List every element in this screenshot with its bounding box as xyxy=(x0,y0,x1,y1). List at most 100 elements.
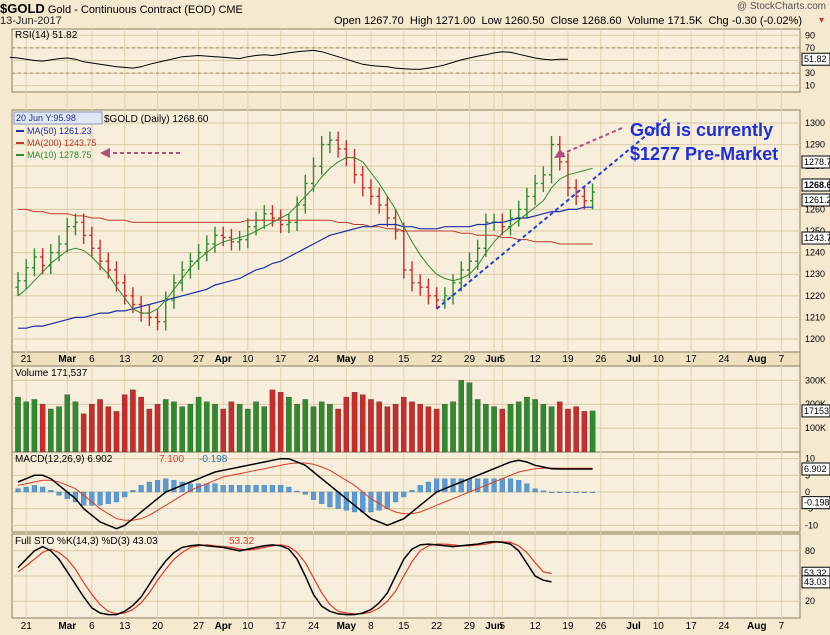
volume-bar xyxy=(195,396,202,453)
ma200-line xyxy=(18,208,593,245)
volume-bar xyxy=(146,408,153,453)
macd-hist-bar xyxy=(507,478,514,493)
x-tick-label-bottom: 5 xyxy=(500,621,506,632)
volume-bar xyxy=(548,406,555,453)
macd-hist-bar xyxy=(557,491,563,493)
macd-hist-bar xyxy=(154,480,161,493)
annotation-line-2: $1277 Pre-Market xyxy=(630,144,779,164)
macd-hist-bar xyxy=(516,480,522,493)
macd-hist-bar xyxy=(261,485,267,493)
x-tick-label: 10 xyxy=(653,354,665,365)
volume-bar xyxy=(154,404,161,453)
x-tick-label: 13 xyxy=(119,354,131,365)
x-tick-label: 19 xyxy=(562,354,574,365)
macd-hist-bar xyxy=(56,491,62,496)
volume-bar xyxy=(253,401,259,453)
x-tick-label: 20 xyxy=(152,354,164,365)
volume-bar xyxy=(72,401,79,453)
macd-hist-bar xyxy=(466,478,473,493)
volume-bar xyxy=(359,394,366,453)
macd-hist-bar xyxy=(565,491,571,493)
volume-bar xyxy=(483,404,489,453)
macd-hist-bar xyxy=(31,485,37,493)
price-tick-label: 1220 xyxy=(805,291,825,301)
x-tick-label-bottom: Aug xyxy=(747,621,766,632)
macd-hist-bar xyxy=(15,488,21,493)
x-tick-label-bottom: 7 xyxy=(779,621,785,632)
price-last-box xyxy=(801,231,830,245)
price-last-label: 1268.60 xyxy=(804,180,830,190)
macd-hist-bar xyxy=(302,491,308,495)
macd-hist-bar xyxy=(269,485,276,493)
volume-bar xyxy=(417,404,423,453)
sto-last-label: 53.32 xyxy=(804,568,827,578)
x-tick-label-bottom: 24 xyxy=(718,621,730,632)
volume-bar xyxy=(450,401,456,453)
sto-last-box xyxy=(801,575,830,589)
dropdown-icon[interactable]: ▾ xyxy=(818,15,824,26)
macd-hist-bar xyxy=(351,491,358,513)
macd-hist-bar xyxy=(384,491,390,509)
chg-value: -0.30 (-0.02%) xyxy=(731,15,802,27)
macd-hist-bar xyxy=(590,491,596,493)
volume-bar xyxy=(56,406,62,453)
macd-hist-bar xyxy=(179,481,185,493)
volume-bar xyxy=(368,399,374,453)
header-row-2: 13-Jun-2017 Open 1267.70 High 1271.00 Lo… xyxy=(0,15,830,29)
high-label: High xyxy=(409,15,433,27)
macd-hist-bar xyxy=(532,488,538,493)
macd-hist-bar xyxy=(212,483,218,493)
chg-label: Chg xyxy=(708,15,729,27)
rsi-tick-label: 90 xyxy=(805,30,815,40)
macd-tick-label: 0 xyxy=(805,487,810,497)
volume-last-box xyxy=(801,404,830,418)
price-last-label: 1243.75 xyxy=(804,233,830,243)
x-tick-label: Aug xyxy=(747,354,766,365)
macd-hist-bar xyxy=(343,491,349,511)
volume-bar xyxy=(302,399,309,453)
x-tick-label: 7 xyxy=(779,354,785,365)
price-last-box xyxy=(801,193,830,207)
x-tick-label: Jul xyxy=(626,354,641,365)
macd-hist-bar xyxy=(228,485,234,493)
volume-bar xyxy=(261,406,267,453)
x-tick-label: 29 xyxy=(464,354,476,365)
volume-bar xyxy=(89,404,95,453)
volume-bar xyxy=(48,408,54,453)
sto-tick-label: 80 xyxy=(805,546,815,556)
volume-bar xyxy=(105,406,112,453)
price-tick-label: 1240 xyxy=(805,248,825,258)
macd-last-label: -0.198 xyxy=(804,498,830,508)
rsi-tick-label: 30 xyxy=(805,68,815,78)
high-value: 1271.00 xyxy=(435,15,476,27)
x-tick-label-bottom: 26 xyxy=(595,621,607,632)
volume-bar xyxy=(277,392,284,453)
macd-hist-bar xyxy=(187,483,193,493)
volume-bar xyxy=(23,401,29,453)
rsi-tick-label: 70 xyxy=(805,43,815,53)
volume-bar xyxy=(212,404,218,453)
x-tick-label: 27 xyxy=(193,354,205,365)
macd-hist-bar xyxy=(23,486,29,493)
volume-bar xyxy=(507,404,514,453)
volume-bar xyxy=(171,401,177,453)
low-label: Low xyxy=(481,15,502,27)
ma10-line xyxy=(17,157,593,314)
macd-last-box xyxy=(801,462,830,476)
macd-line xyxy=(17,457,593,530)
chart-date: 13-Jun-2017 xyxy=(0,15,62,27)
rsi-tick-label: 10 xyxy=(805,81,815,91)
x-tick-label: 8 xyxy=(368,354,374,365)
x-tick-label-bottom: Jun xyxy=(485,621,503,632)
volume-bar xyxy=(384,406,391,453)
volume-bar xyxy=(499,408,506,453)
x-tick-label-bottom: 10 xyxy=(242,621,254,632)
x-tick-label: 22 xyxy=(431,354,443,365)
macd-hist-bar xyxy=(499,478,505,493)
macd-hist-bar xyxy=(220,485,226,493)
macd-hist-bar xyxy=(81,491,87,506)
volume-bar xyxy=(162,399,169,453)
price-last-box xyxy=(801,178,830,192)
